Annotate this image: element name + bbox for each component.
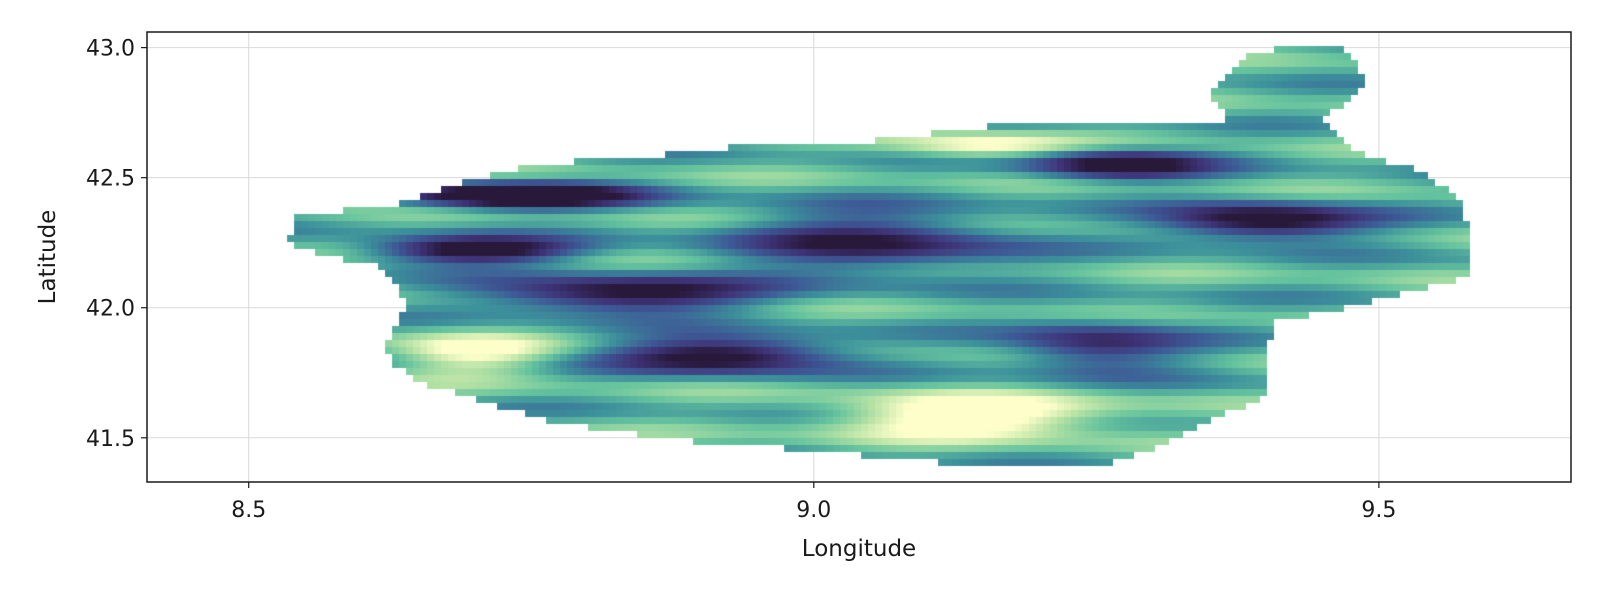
x-axis-ticks: 8.5 9.0 9.5 xyxy=(231,482,1396,523)
y-tick-label: 42.5 xyxy=(86,167,135,192)
y-tick-label: 41.5 xyxy=(86,427,135,452)
y-tick-label: 42.0 xyxy=(86,297,135,322)
x-tick-label: 8.5 xyxy=(231,498,266,523)
x-tick-label: 9.5 xyxy=(1361,498,1396,523)
x-axis-label: Longitude xyxy=(802,536,916,562)
heatmap-cells xyxy=(147,32,1571,482)
y-axis-ticks: 41.5 42.0 42.5 43.0 xyxy=(86,37,147,452)
x-tick-label: 9.0 xyxy=(796,498,831,523)
plot-frame xyxy=(146,31,1572,483)
y-tick-label: 43.0 xyxy=(86,37,135,62)
y-axis-label: Latitude xyxy=(35,210,61,305)
heatmap-region xyxy=(147,32,1571,482)
